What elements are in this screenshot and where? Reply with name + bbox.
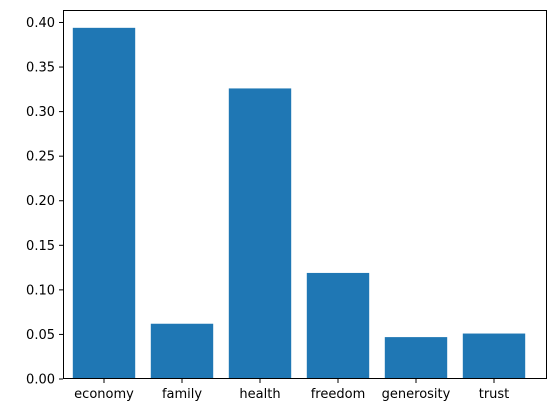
bar-generosity (384, 337, 448, 379)
y-tick-label: 0.10 (26, 283, 55, 298)
y-axis: 0.00 0.05 0.10 0.15 0.20 0.25 0.30 0.35 0.40 (26, 16, 63, 388)
y-tick-label: 0.15 (26, 239, 55, 254)
y-tick-label: 0.00 (26, 373, 55, 388)
x-tick-label: generosity (382, 387, 451, 402)
bar-family (150, 323, 214, 379)
y-tick-label: 0.20 (26, 194, 55, 209)
plot-frame (63, 10, 547, 379)
bar-freedom (306, 272, 370, 379)
y-tick-label: 0.40 (26, 16, 55, 31)
y-tick-label: 0.35 (26, 61, 55, 76)
bar-health (228, 88, 292, 380)
x-tick-label: freedom (311, 387, 366, 402)
y-tick-label: 0.30 (26, 105, 55, 120)
bar-economy (72, 27, 136, 380)
bar-trust (462, 333, 526, 379)
x-tick-label: trust (479, 387, 510, 402)
x-axis: economy family health freedom generosity trus… (74, 379, 509, 402)
y-tick-label: 0.25 (26, 150, 55, 165)
x-tick-label: health (239, 387, 280, 402)
y-tick-label: 0.05 (26, 328, 55, 343)
bars-group (72, 27, 526, 380)
x-tick-label: family (162, 387, 202, 402)
x-tick-label: economy (74, 387, 134, 402)
